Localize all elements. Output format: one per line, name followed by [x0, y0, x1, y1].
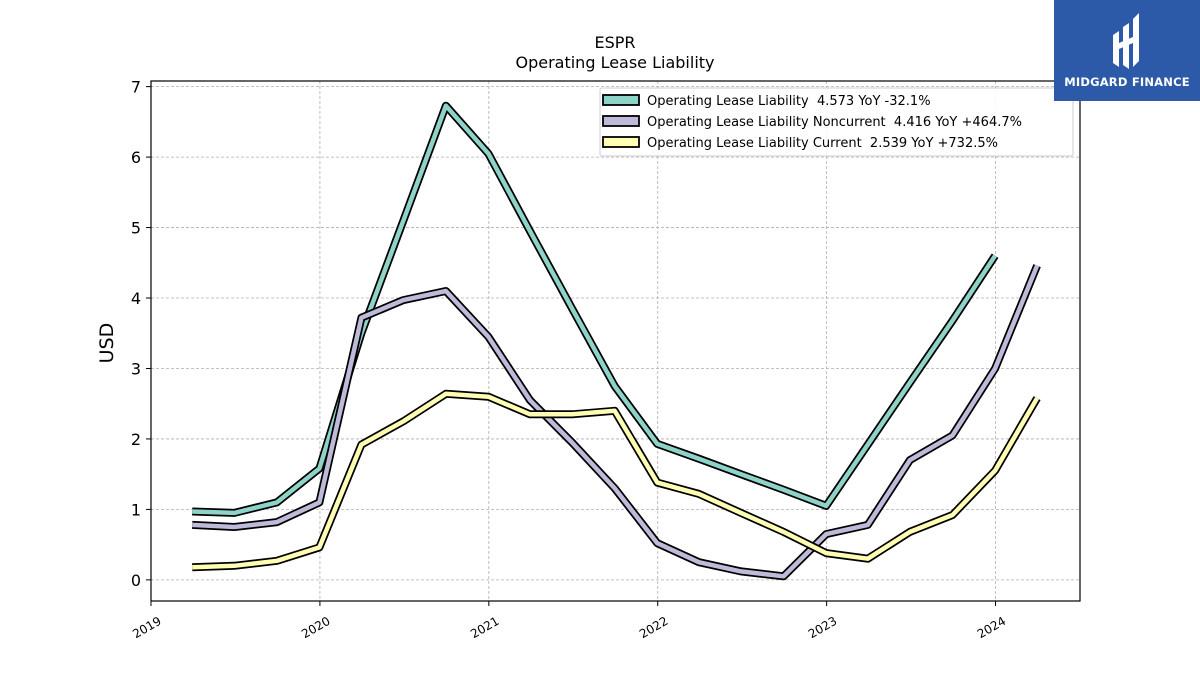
x-tick-label: 2023 [806, 614, 839, 641]
legend: Operating Lease Liability 4.573 YoY -32.… [599, 87, 1074, 157]
legend-label: Operating Lease Liability Noncurrent 4.4… [647, 115, 1022, 130]
y-tick-label: 2 [131, 430, 141, 449]
brand-name: MIDGARD FINANCE [1064, 75, 1190, 89]
brand-logo: MIDGARD FINANCE [1054, 0, 1200, 101]
legend-swatch [602, 136, 640, 148]
y-tick-label: 5 [131, 219, 141, 238]
y-tick-label: 1 [131, 500, 141, 519]
series-1 [192, 101, 999, 517]
legend-swatch [602, 94, 640, 106]
legend-box [599, 87, 1074, 157]
x-tick-label: 2024 [975, 614, 1008, 641]
logo-mark-icon [1113, 13, 1139, 69]
legend-swatch [602, 115, 640, 127]
y-tick-label: 7 [131, 78, 141, 97]
y-tick-label: 4 [131, 289, 141, 308]
series-2 [192, 264, 1041, 581]
series-line-outline [192, 101, 999, 517]
series-line-outline [192, 389, 1041, 572]
chart-subtitle: Operating Lease Liability [515, 53, 714, 72]
legend-label: Operating Lease Liability 4.573 YoY -32.… [647, 94, 931, 109]
x-tick-label: 2021 [468, 614, 501, 641]
y-tick-label: 0 [131, 571, 141, 590]
series-line [192, 103, 997, 516]
chart-title: ESPR [594, 33, 635, 52]
y-tick-label: 3 [131, 359, 141, 378]
plot-frame [150, 80, 1081, 602]
series-line [192, 391, 1040, 570]
y-tick-label: 6 [131, 148, 141, 167]
y-axis-label: USD [96, 323, 118, 364]
series-line [192, 264, 1040, 579]
x-tick-label: 2019 [130, 614, 163, 641]
x-tick-label: 2022 [637, 614, 670, 641]
x-tick-label: 2020 [299, 614, 332, 641]
series-3 [192, 389, 1041, 572]
legend-label: Operating Lease Liability Current 2.539 … [647, 136, 998, 151]
